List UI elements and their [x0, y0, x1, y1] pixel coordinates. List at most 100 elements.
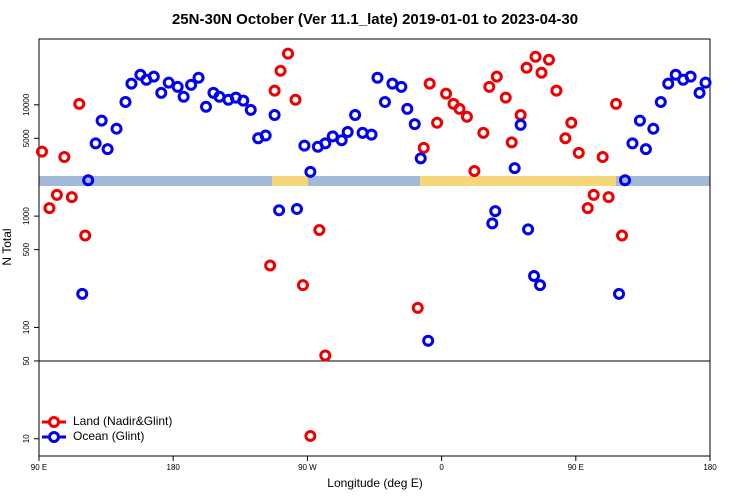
legend-marker: [48, 431, 60, 443]
point: [654, 95, 667, 108]
x-tick-label: 180: [167, 463, 181, 472]
point: [613, 287, 626, 300]
point: [581, 202, 594, 215]
point: [401, 102, 414, 115]
legend-label: Ocean (Glint): [73, 429, 144, 443]
point: [505, 136, 518, 149]
point: [610, 97, 623, 110]
point: [50, 188, 63, 201]
point: [528, 269, 541, 282]
point: [662, 77, 675, 90]
point: [76, 287, 89, 300]
point: [477, 126, 490, 139]
x-tick-label: 180: [703, 463, 717, 472]
y-tick-label: 5000: [22, 129, 31, 147]
chart-title: 25N-30N October (Ver 11.1_late) 2019-01-…: [172, 11, 578, 28]
x-tick-label: 0: [439, 463, 444, 472]
point: [587, 188, 600, 201]
point: [378, 95, 391, 108]
point: [529, 50, 542, 63]
point: [411, 301, 424, 314]
point: [264, 259, 277, 272]
point: [626, 137, 639, 150]
point: [95, 114, 108, 127]
point: [289, 93, 302, 106]
point: [147, 70, 160, 83]
point: [483, 80, 496, 93]
point: [313, 224, 326, 237]
point: [422, 334, 435, 347]
point: [535, 66, 548, 79]
x-tick-label: 90 E: [31, 463, 47, 472]
x-axis-label: Longitude (deg E): [327, 476, 422, 490]
point: [244, 103, 257, 116]
point: [304, 429, 317, 442]
point: [89, 137, 102, 150]
point: [125, 77, 138, 90]
point: [684, 70, 697, 83]
point: [414, 152, 427, 165]
point: [616, 229, 629, 242]
x-tick-label: 90 E: [568, 463, 584, 472]
point: [282, 47, 295, 60]
point: [298, 139, 311, 152]
point: [423, 77, 436, 90]
point: [319, 349, 332, 362]
point: [514, 108, 527, 121]
y-tick-label: 50: [22, 356, 31, 365]
point: [110, 122, 123, 135]
point: [65, 191, 78, 204]
point: [534, 279, 547, 292]
point: [82, 174, 95, 187]
point: [440, 87, 453, 100]
legend-marker: [48, 416, 60, 428]
point: [35, 145, 48, 158]
legend-label: Land (Nadir&Glint): [73, 414, 172, 428]
point: [155, 86, 168, 99]
point: [268, 84, 281, 97]
point: [273, 204, 286, 217]
point: [699, 76, 712, 89]
point: [349, 108, 362, 121]
point: [619, 174, 632, 187]
point: [371, 71, 384, 84]
plot-frame: [38, 38, 711, 457]
point: [237, 94, 250, 107]
point: [304, 165, 317, 178]
point: [335, 134, 348, 147]
point: [101, 143, 114, 156]
point: [417, 141, 430, 154]
point: [200, 100, 213, 113]
point: [499, 91, 512, 104]
point: [460, 110, 473, 123]
point: [58, 150, 71, 163]
y-tick-label: 500: [22, 242, 31, 256]
point: [486, 217, 499, 230]
point: [550, 84, 563, 97]
map-strip: [39, 176, 710, 186]
point: [408, 118, 421, 131]
point: [559, 132, 572, 145]
point: [185, 78, 198, 91]
y-tick-label: 100: [22, 320, 31, 334]
point: [119, 95, 132, 108]
y-tick-label: 10: [22, 434, 31, 443]
point: [341, 125, 354, 138]
point: [647, 122, 660, 135]
point: [290, 202, 303, 215]
point: [508, 162, 521, 175]
point: [43, 202, 56, 215]
point: [602, 191, 615, 204]
point: [171, 80, 184, 93]
point: [489, 205, 502, 218]
point: [162, 76, 175, 89]
point: [431, 116, 444, 129]
point: [259, 129, 272, 142]
point: [522, 223, 535, 236]
point: [596, 150, 609, 163]
point: [296, 279, 309, 292]
x-tick-label: 90 W: [298, 463, 317, 472]
point: [520, 61, 533, 74]
point: [395, 80, 408, 93]
point: [490, 70, 503, 83]
